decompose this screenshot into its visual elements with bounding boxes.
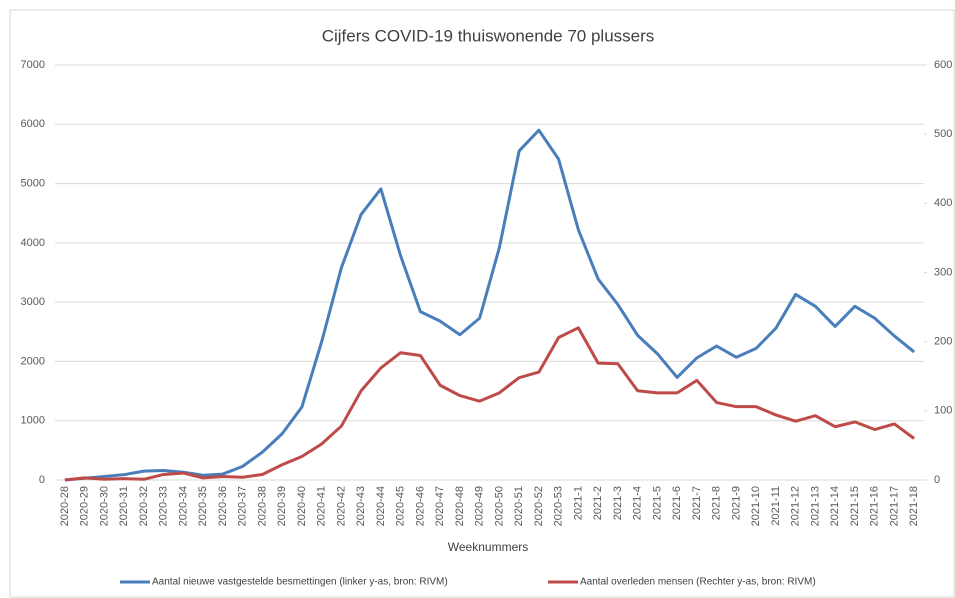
chart-border	[9, 9, 955, 598]
x-tick-label: 2020-39	[276, 486, 288, 526]
x-tick-label: 2021-7	[691, 486, 703, 520]
series-line	[64, 128, 916, 482]
x-tick-label: 2020-37	[237, 486, 249, 526]
x-tick-label: 2020-36	[217, 486, 229, 526]
x-tick-label: 2020-32	[138, 486, 150, 526]
legend-label: Aantal nieuwe vastgestelde besmettingen …	[152, 577, 448, 588]
y2-tick-label: 300	[934, 266, 952, 278]
y-tick-label: 6000	[21, 118, 45, 130]
x-tick-label: 2020-53	[553, 486, 565, 526]
x-tick-label: 2020-49	[474, 486, 486, 526]
x-tick-label: 2021-13	[809, 486, 821, 526]
y2-tick-label: 100	[934, 405, 952, 417]
x-axis-label: Weeknummers	[448, 540, 528, 554]
x-tick-label: 2021-5	[651, 486, 663, 520]
legend-label: Aantal overleden mensen (Rechter y-as, b…	[580, 577, 816, 588]
x-tick-label: 2021-1	[572, 486, 584, 520]
x-tick-label: 2021-11	[770, 486, 782, 526]
y-tick-label: 7000	[21, 59, 45, 71]
x-tick-label: 2020-41	[316, 486, 328, 526]
x-tick-label: 2020-38	[256, 486, 268, 526]
x-tick-label: 2020-46	[414, 486, 426, 526]
y-tick-label: 2000	[21, 355, 45, 367]
x-tick-label: 2020-48	[454, 486, 466, 526]
y-tick-label: 3000	[21, 296, 45, 308]
x-tick-label: 2021-8	[711, 486, 723, 520]
x-tick-label: 2021-3	[612, 486, 624, 520]
x-tick-label: 2021-16	[869, 486, 881, 526]
y2-tick-label: 600	[934, 59, 952, 71]
x-tick-label: 2020-40	[296, 486, 308, 526]
y-tick-label: 0	[39, 474, 45, 486]
x-tick-label: 2021-17	[888, 486, 900, 526]
chart-title: Cijfers COVID-19 thuiswonende 70 plusser…	[322, 26, 655, 45]
x-tick-label: 2020-28	[59, 486, 71, 526]
x-tick-label: 2021-10	[750, 486, 762, 526]
x-tick-label: 2021-12	[790, 486, 802, 526]
x-tick-label: 2021-15	[849, 486, 861, 526]
x-tick-label: 2020-45	[395, 486, 407, 526]
x-tick-label: 2021-9	[730, 486, 742, 520]
x-tick-label: 2020-34	[177, 486, 189, 526]
x-tick-label: 2021-14	[829, 486, 841, 526]
x-tick-label: 2020-51	[513, 486, 525, 526]
x-tick-label: 2020-50	[493, 486, 505, 526]
x-tick-label: 2020-30	[98, 486, 110, 526]
x-tick-label: 2020-29	[79, 486, 91, 526]
x-tick-label: 2021-4	[632, 486, 644, 520]
y2-tick-label: 0	[934, 474, 940, 486]
x-tick-label: 2021-6	[671, 486, 683, 520]
x-tick-label: 2020-33	[158, 486, 170, 526]
x-tick-label: 2021-2	[592, 486, 604, 520]
x-tick-label: 2020-42	[335, 486, 347, 526]
x-tick-label: 2021-18	[908, 486, 920, 526]
y-tick-label: 1000	[21, 415, 45, 427]
x-tick-label: 2020-47	[434, 486, 446, 526]
x-tick-label: 2020-44	[375, 486, 387, 526]
series-line	[64, 326, 916, 482]
y2-tick-label: 400	[934, 197, 952, 209]
x-tick-label: 2020-52	[533, 486, 545, 526]
y-tick-label: 4000	[21, 237, 45, 249]
x-tick-label: 2020-35	[197, 486, 209, 526]
y2-tick-label: 500	[934, 128, 952, 140]
y-tick-label: 5000	[21, 177, 45, 189]
y2-tick-label: 200	[934, 336, 952, 348]
x-tick-label: 2020-43	[355, 486, 367, 526]
x-tick-label: 2020-31	[118, 486, 130, 526]
